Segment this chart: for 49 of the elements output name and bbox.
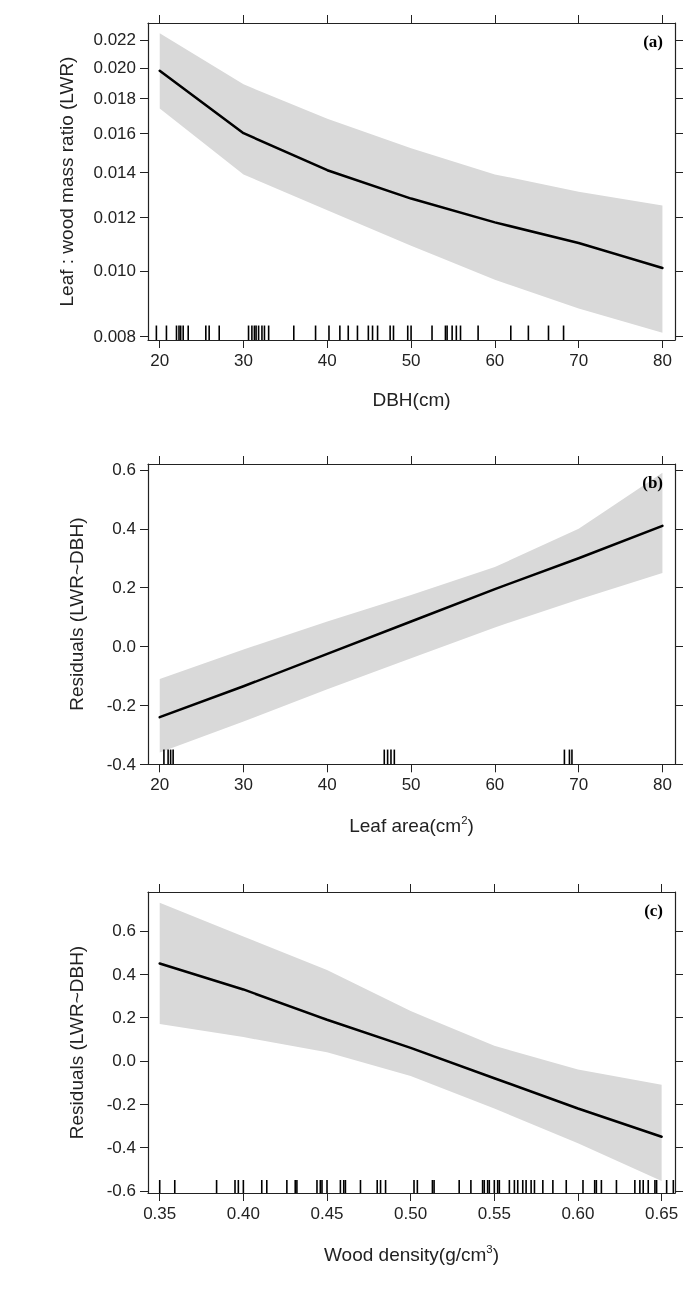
x-tick-label: 60 [485, 775, 505, 795]
y-tick-label: 0.2 [112, 578, 136, 598]
x-tick-label: 20 [150, 775, 170, 795]
y-tick-label: 0.0 [112, 1051, 136, 1071]
y-tick-label: 0.4 [112, 964, 136, 984]
y-tick-label: -0.4 [106, 754, 136, 774]
x-tick-label: 40 [317, 775, 337, 795]
y-tick-label: 0.0 [112, 637, 136, 657]
x-tick-label: 0.65 [645, 1204, 679, 1223]
y-axis-title: Residuals (LWR~DBH) [66, 945, 87, 1140]
x-tick-label: 80 [652, 775, 672, 795]
x-tick-label: 0.40 [226, 1204, 260, 1223]
x-tick-label: 0.50 [394, 1204, 428, 1223]
y-tick-label: 0.2 [112, 1008, 136, 1028]
x-tick-label: 40 [317, 351, 337, 370]
x-tick-label: 0.60 [561, 1204, 595, 1223]
y-tick-label: -0.2 [106, 1094, 136, 1114]
x-tick-label: 0.55 [477, 1204, 511, 1223]
y-tick-label: 0.016 [93, 123, 136, 143]
x-tick-label: 50 [401, 775, 421, 795]
x-tick-label: 60 [485, 351, 505, 370]
y-axis-title: Residuals (LWR~DBH) [66, 517, 87, 711]
y-tick-label: -0.2 [106, 695, 136, 715]
y-tick-label: 0.022 [93, 30, 136, 50]
y-tick-label: 0.008 [93, 326, 136, 346]
x-tick-label: 0.35 [143, 1204, 177, 1223]
annotation: (c) [644, 901, 664, 920]
annotation: (b) [642, 473, 663, 492]
y-tick-label: -0.4 [106, 1138, 136, 1158]
x-tick-label: 0.45 [310, 1204, 344, 1223]
y-tick-label: 0.4 [112, 519, 136, 539]
x-tick-label: 20 [150, 351, 170, 370]
x-tick-label: 30 [234, 351, 253, 370]
annotation: (a) [643, 32, 664, 51]
y-tick-label: 0.012 [93, 207, 136, 227]
x-tick-label: 50 [401, 351, 421, 370]
y-tick-label: 0.014 [93, 162, 136, 182]
y-tick-label: 0.018 [93, 89, 136, 109]
y-tick-label: 0.010 [93, 261, 136, 281]
y-tick-label: -0.6 [106, 1181, 136, 1201]
y-tick-label: 0.6 [112, 460, 136, 480]
y-axis-title: Leaf : wood mass ratio (LWR) [56, 56, 77, 307]
x-axis-title: DBH(cm) [372, 389, 451, 410]
x-tick-label: 80 [652, 351, 672, 370]
y-tick-label: 0.6 [112, 921, 136, 941]
x-tick-label: 70 [569, 351, 589, 370]
x-tick-label: 70 [569, 775, 589, 795]
y-tick-label: 0.020 [93, 58, 136, 78]
x-tick-label: 30 [234, 775, 253, 795]
